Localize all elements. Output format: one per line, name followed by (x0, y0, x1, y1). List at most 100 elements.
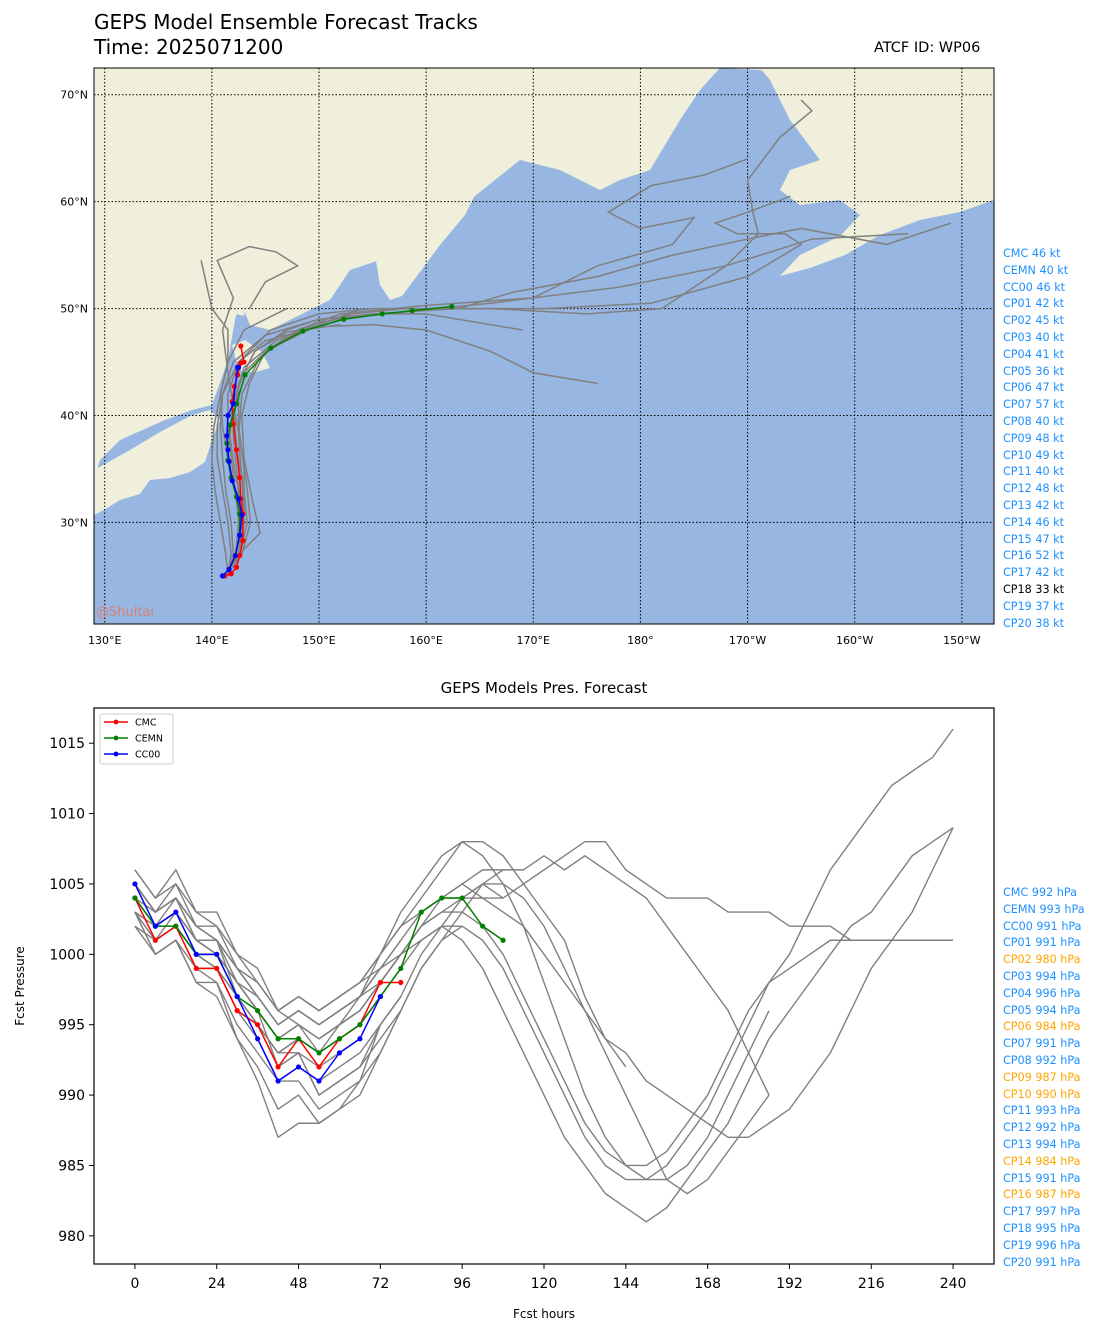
member-pressure-line (134, 911, 402, 1139)
member-track-line (219, 232, 909, 574)
pressure-x-tick-label: 168 (694, 1276, 721, 1292)
track-point-cmc (233, 447, 240, 453)
wind-legend-item: CP05 36 kt (1003, 364, 1065, 378)
pressure-point-cemn (275, 1036, 281, 1042)
track-point-cc00 (236, 364, 242, 370)
pressure-point-cmc (214, 965, 220, 972)
pressure-chart-title: GEPS Models Pres. Forecast (441, 679, 648, 697)
member-pressure-line (134, 897, 402, 1026)
pressure-legend-item: CMC 992 hPa (1003, 886, 1077, 899)
track-point-cemn (341, 316, 347, 322)
map-tracks (200, 99, 952, 579)
land-sakhalin (234, 260, 248, 316)
pressure-point-cemn (357, 1022, 363, 1028)
pressure-x-tick-label: 0 (130, 1276, 139, 1292)
pressure-chart: GEPS Models Pres. Forecast 0 24 48 72 96 120 1… (13, 679, 995, 1321)
member-pressure-line (134, 883, 770, 1195)
pressure-point-cemn (480, 923, 486, 929)
map-x-tick-label: 180° (627, 634, 654, 647)
member-track-line (216, 245, 300, 575)
pressure-legend-item: CEMN 993 hPa (1003, 902, 1085, 916)
pressure-y-tick-label: 990 (58, 1088, 85, 1104)
land-japan-honshu (94, 410, 220, 515)
pressure-y-tick-label: 1000 (49, 947, 85, 963)
pressure-x-tick-label: 216 (858, 1276, 885, 1292)
map-x-tick-label: 150°W (943, 634, 980, 647)
pressure-legend-item: CP20 991 hPa (1003, 1255, 1081, 1269)
map-x-tick-label: 170°W (729, 634, 766, 647)
legend-label-cc00: CC00 (135, 750, 160, 761)
member-track-line (227, 158, 748, 575)
pressure-point-cc00 (377, 993, 383, 1000)
track-point-cemn (227, 422, 233, 428)
wind-legend-item: CP14 46 kt (1003, 515, 1065, 529)
map-x-ticks: 130°E 140°E 150°E 160°E 170°E 180° 170°W 160°W 1… (88, 634, 981, 647)
track-point-cemn (409, 308, 415, 314)
pressure-x-ticks: 0 24 48 72 96 120 144 168 192 216 240 (130, 1264, 966, 1292)
map-y-tick-label: 50°N (60, 303, 88, 316)
pressure-point-cc00 (132, 881, 138, 887)
wind-legend-item: CP11 40 kt (1003, 465, 1065, 479)
wind-legend-item: CP07 57 kt (1003, 398, 1065, 412)
pressure-y-tick-label: 1015 (49, 736, 85, 752)
track-point-cc00 (237, 532, 243, 538)
pressure-point-cemn (439, 895, 445, 901)
pressure-x-label: Fcst hours (513, 1307, 575, 1321)
pressure-point-cc00 (275, 1078, 281, 1084)
pressure-y-tick-label: 995 (58, 1018, 85, 1034)
track-point-cmc (228, 571, 234, 577)
track-point-cemn (449, 303, 455, 310)
pressure-point-cc00 (193, 951, 199, 957)
pressure-point-cemn (255, 1008, 261, 1014)
pressure-legend-item: CP17 997 hPa (1003, 1205, 1081, 1219)
pressure-legend-item: CP06 984 hPa (1003, 1020, 1081, 1034)
pressure-legend-item: CP02 980 hPa (1003, 953, 1081, 967)
pressure-legend-item: CP12 992 hPa (1003, 1121, 1081, 1135)
pressure-point-cmc (275, 1064, 281, 1070)
pressure-point-cemn (398, 965, 404, 972)
pressure-x-tick-label: 96 (453, 1276, 471, 1292)
pressure-legend-item: CP19 996 hPa (1003, 1238, 1081, 1252)
wind-legend-item: CP17 42 kt (1003, 566, 1065, 580)
track-point-cmc (237, 474, 243, 481)
pressure-x-tick-label: 192 (776, 1276, 803, 1292)
legend-marker-cc00 (113, 751, 119, 757)
pressure-point-cc00 (255, 1036, 261, 1042)
legend-label-cemn: CEMN (135, 734, 163, 745)
pressure-point-cemn (500, 937, 506, 943)
track-point-cemn (242, 372, 248, 378)
forecast-time: Time: 2025071200 (94, 35, 284, 59)
pressure-legend-item: CP04 996 hPa (1003, 986, 1081, 1000)
pressure-x-tick-label: 24 (208, 1276, 226, 1292)
track-point-cc00 (239, 512, 245, 518)
pressure-y-ticks: 980 985 990 995 1000 1005 1010 1015 (49, 736, 94, 1245)
wind-legend-item: CEMN 40 kt (1003, 263, 1069, 277)
pressure-y-label: Fcst Pressure (13, 946, 27, 1026)
member-pressure-line (134, 897, 954, 1167)
pressure-x-tick-label: 240 (940, 1276, 967, 1292)
map-y-tick-label: 70°N (60, 89, 88, 102)
track-point-cc00 (219, 573, 226, 579)
track-point-cmc (238, 343, 244, 349)
member-wind-legend: CMC 46 kt CEMN 40 kt CC00 46 kt CP01 42 kt C… (1003, 246, 1068, 632)
wind-legend-item: CP06 47 kt (1003, 381, 1065, 395)
map-grid (94, 68, 994, 624)
map-x-tick-label: 150°E (302, 634, 335, 647)
pressure-line-cemn (134, 897, 504, 1054)
pressure-legend-item: CP08 992 hPa (1003, 1053, 1081, 1067)
pressure-y-tick-label: 1005 (49, 877, 85, 893)
pressure-point-cmc (316, 1064, 322, 1070)
track-point-cemn (268, 345, 274, 351)
wind-legend-item: CP04 41 kt (1003, 347, 1065, 361)
pressure-legend-item: CP10 990 hPa (1003, 1087, 1081, 1101)
pressure-y-tick-label: 985 (58, 1158, 85, 1174)
pressure-point-cc00 (234, 993, 240, 1000)
pressure-legend-item: CP01 991 hPa (1003, 936, 1081, 950)
pressure-legend-item: CP13 994 hPa (1003, 1137, 1081, 1151)
wind-legend-item: CP02 45 kt (1003, 314, 1065, 328)
wind-legend-item: CC00 46 kt (1003, 280, 1066, 294)
track-point-cemn (300, 328, 306, 334)
land-alaska (760, 68, 994, 276)
wind-legend-item: CP09 48 kt (1003, 431, 1065, 445)
member-pressure-line (134, 883, 402, 1012)
